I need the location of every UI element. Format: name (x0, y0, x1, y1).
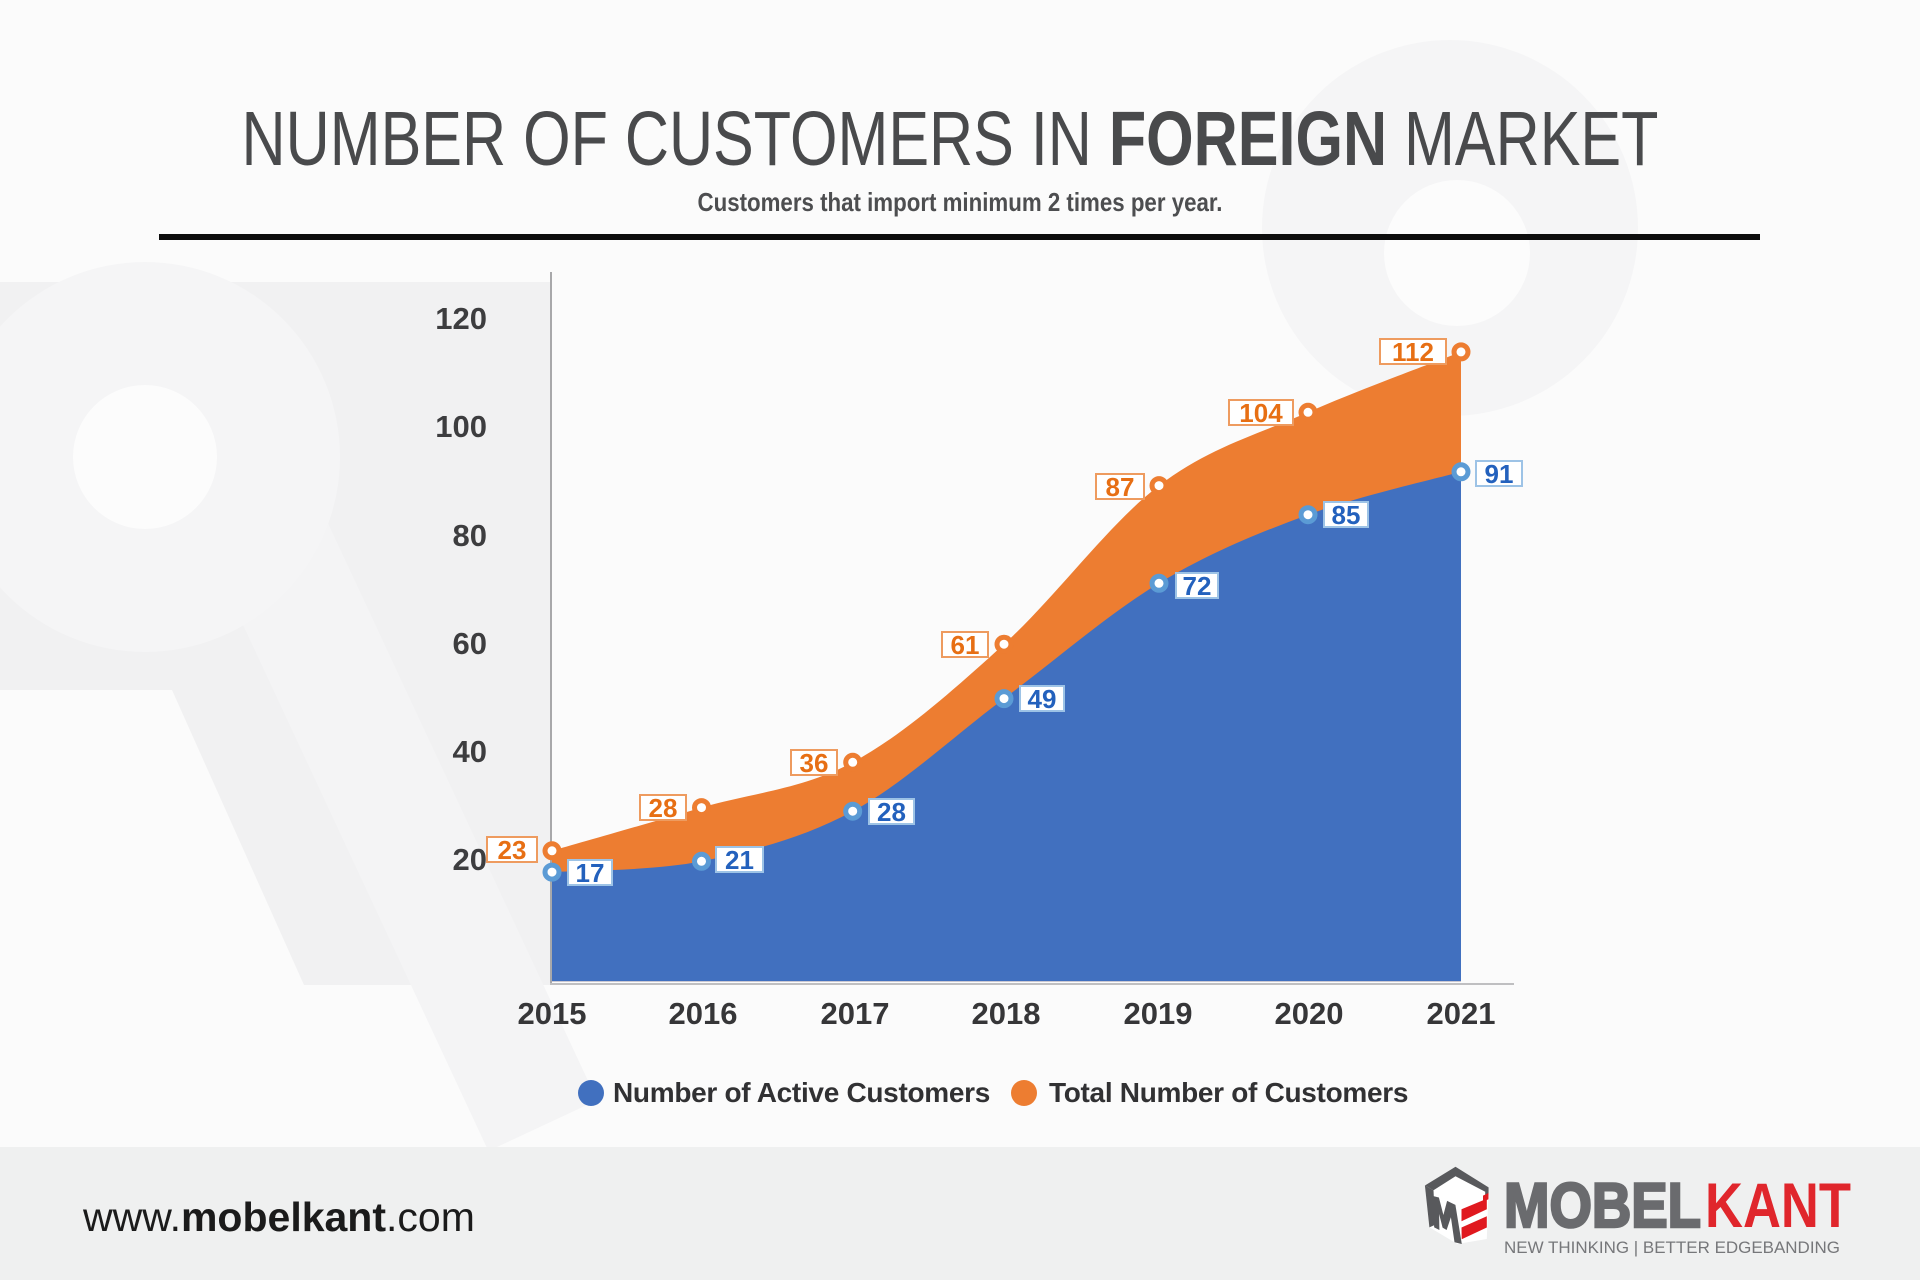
svg-text:MOBEL: MOBEL (1504, 1171, 1701, 1241)
svg-text:NEW THINKING | BETTER EDGEBAND: NEW THINKING | BETTER EDGEBANDING (1504, 1238, 1840, 1257)
svg-text:KANT: KANT (1705, 1171, 1851, 1241)
